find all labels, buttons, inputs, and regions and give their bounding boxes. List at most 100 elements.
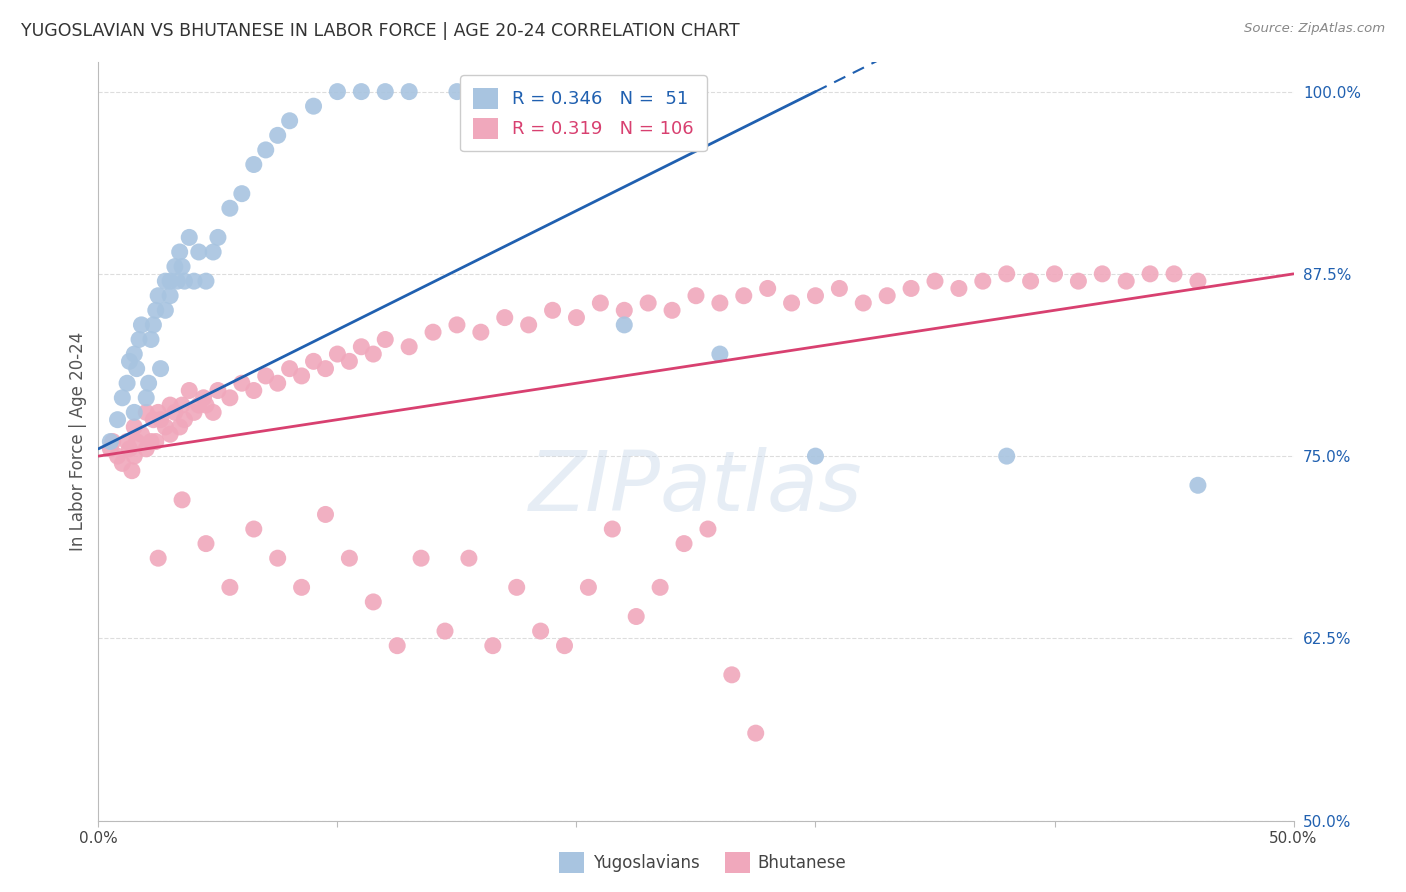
Point	[363, 347, 385, 361]
Point	[115, 434, 138, 449]
Point	[745, 726, 768, 740]
Point	[101, 434, 124, 449]
Point	[374, 333, 396, 347]
Point	[155, 420, 177, 434]
Point	[118, 442, 141, 456]
Point	[602, 522, 624, 536]
Point	[179, 384, 201, 398]
Point	[828, 281, 851, 295]
Point	[1187, 478, 1209, 492]
Point	[470, 325, 492, 339]
Point	[291, 580, 314, 594]
Point	[565, 310, 588, 325]
Point	[159, 274, 181, 288]
Point	[506, 580, 529, 594]
Point	[145, 434, 167, 449]
Point	[709, 347, 731, 361]
Point	[231, 186, 253, 201]
Point	[111, 457, 134, 471]
Point	[254, 368, 277, 383]
Point	[121, 464, 143, 478]
Point	[995, 267, 1018, 281]
Point	[339, 354, 361, 368]
Point	[149, 361, 172, 376]
Point	[139, 333, 162, 347]
Point	[613, 318, 636, 332]
Point	[661, 303, 683, 318]
Point	[169, 244, 191, 259]
Point	[131, 427, 153, 442]
Point	[118, 354, 141, 368]
Point	[149, 412, 172, 426]
Point	[148, 551, 170, 566]
Point	[302, 99, 325, 113]
Point	[852, 296, 875, 310]
Point	[339, 551, 361, 566]
Point	[159, 398, 181, 412]
Point	[125, 434, 148, 449]
Point	[530, 624, 553, 639]
Point	[626, 609, 648, 624]
Point	[98, 442, 122, 456]
Point	[172, 492, 194, 507]
Point	[243, 522, 266, 536]
Point	[135, 405, 157, 419]
Point	[1067, 274, 1090, 288]
Point	[219, 580, 242, 594]
Text: YUGOSLAVIAN VS BHUTANESE IN LABOR FORCE | AGE 20-24 CORRELATION CHART: YUGOSLAVIAN VS BHUTANESE IN LABOR FORCE …	[21, 22, 740, 40]
Point	[195, 274, 218, 288]
Point	[804, 449, 827, 463]
Point	[139, 434, 162, 449]
Point	[446, 318, 468, 332]
Point	[517, 318, 540, 332]
Point	[115, 376, 138, 391]
Point	[124, 347, 146, 361]
Point	[98, 434, 122, 449]
Point	[541, 303, 564, 318]
Point	[159, 289, 181, 303]
Point	[135, 442, 157, 456]
Point	[363, 595, 385, 609]
Point	[124, 420, 146, 434]
Point	[756, 281, 779, 295]
Point	[541, 85, 564, 99]
Point	[163, 260, 186, 274]
Point	[278, 113, 301, 128]
Point	[111, 391, 134, 405]
Point	[267, 376, 290, 391]
Point	[995, 449, 1018, 463]
Point	[385, 639, 409, 653]
Point	[155, 274, 177, 288]
Point	[128, 333, 150, 347]
Point	[142, 318, 165, 332]
Point	[876, 289, 898, 303]
Point	[166, 274, 188, 288]
Point	[163, 405, 186, 419]
Point	[924, 274, 946, 288]
Point	[578, 580, 600, 594]
Point	[291, 368, 314, 383]
Point	[243, 157, 266, 171]
Point	[145, 303, 167, 318]
Point	[1115, 274, 1137, 288]
Point	[187, 398, 209, 412]
Point	[195, 398, 218, 412]
Text: Source: ZipAtlas.com: Source: ZipAtlas.com	[1244, 22, 1385, 36]
Point	[948, 281, 970, 295]
Point	[254, 143, 277, 157]
Point	[173, 274, 195, 288]
Point	[315, 361, 337, 376]
Point	[125, 361, 148, 376]
Point	[172, 398, 194, 412]
Point	[124, 405, 146, 419]
Point	[900, 281, 922, 295]
Point	[187, 244, 209, 259]
Point	[231, 376, 253, 391]
Point	[780, 296, 803, 310]
Point	[398, 85, 420, 99]
Point	[219, 201, 242, 215]
Legend: Yugoslavians, Bhutanese: Yugoslavians, Bhutanese	[553, 846, 853, 880]
Point	[326, 85, 349, 99]
Point	[648, 580, 672, 594]
Point	[267, 128, 290, 143]
